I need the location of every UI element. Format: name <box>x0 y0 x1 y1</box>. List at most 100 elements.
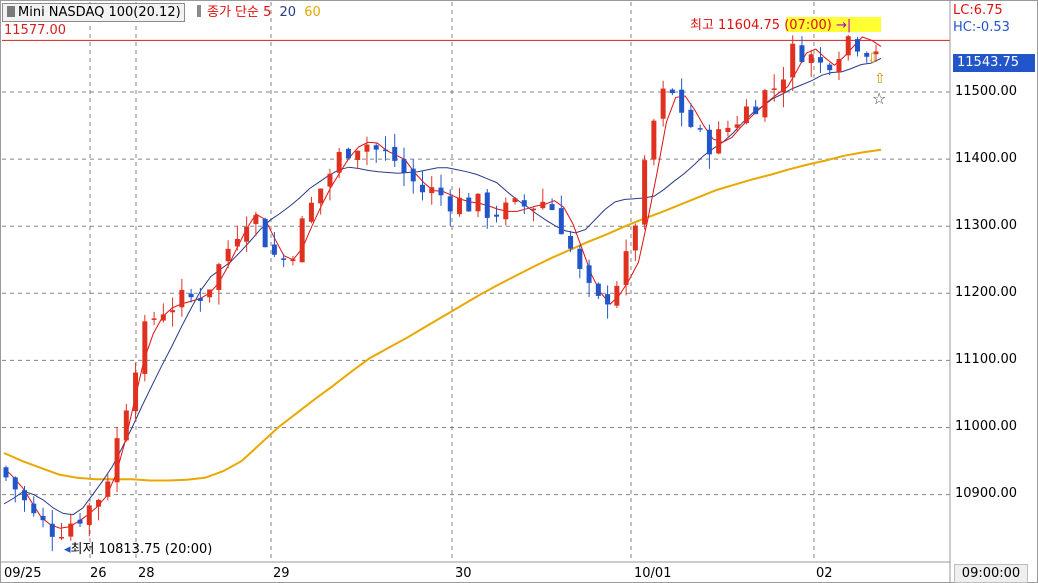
low-text: 최저 10813.75 (20:00) <box>70 542 213 557</box>
candle-up <box>327 173 333 187</box>
high-highlight <box>786 17 881 32</box>
candle-up <box>808 54 814 64</box>
candle-up <box>308 202 314 222</box>
candle-down <box>392 146 398 161</box>
candle-down <box>817 57 823 63</box>
date-tick: 02 <box>816 566 833 581</box>
indicator-legend[interactable]: 종가 단순 5 20 60 <box>197 5 321 20</box>
candle-up <box>179 289 185 308</box>
candle-down <box>345 148 351 159</box>
candle-up <box>114 438 120 483</box>
candle-up <box>123 410 129 441</box>
candle-up <box>512 198 518 203</box>
date-tick: 10/01 <box>634 566 672 581</box>
candle-up <box>540 201 546 209</box>
candle-up <box>762 90 768 118</box>
candle-down <box>466 197 472 212</box>
candle-up <box>743 106 749 124</box>
candle-down <box>12 477 18 490</box>
star-icon: ☆ <box>872 89 887 108</box>
price-tick: 11400.00 <box>955 151 1018 166</box>
candle-down <box>22 490 28 501</box>
high-text: 최고 11604.75 (07:00) <box>690 18 832 33</box>
candle-down <box>605 294 611 305</box>
candle-up <box>299 218 305 263</box>
candle-down <box>577 248 583 269</box>
price-tick: 10900.00 <box>955 486 1018 501</box>
candle-down <box>549 204 555 210</box>
symbol-title[interactable]: Mini NASDAQ 100(20.12) <box>2 3 185 22</box>
candle-up <box>790 43 796 78</box>
candle-up <box>290 259 296 262</box>
candle-up <box>216 264 222 290</box>
legend-handle-icon <box>197 5 201 17</box>
up-arrow-icon: ⇧ <box>874 71 886 87</box>
price-tick: 11300.00 <box>955 218 1018 233</box>
candle-down <box>679 89 685 113</box>
ma20-line <box>3 57 882 516</box>
last-price-badge: 11543.75 <box>953 54 1035 72</box>
candle-down <box>586 265 592 283</box>
lc-label: LC:6.75 <box>953 3 1003 18</box>
price-tick: 11200.00 <box>955 285 1018 300</box>
date-tick: 26 <box>90 566 107 581</box>
candle-down <box>854 39 860 52</box>
candle-up <box>364 144 370 152</box>
candle-down <box>262 218 268 248</box>
candle-down <box>669 89 675 94</box>
date-tick: 09/25 <box>4 566 42 581</box>
candle-up <box>623 251 629 285</box>
candle-up <box>225 248 231 262</box>
candle-up <box>475 193 481 212</box>
candle-up <box>318 188 324 204</box>
candle-up <box>531 208 537 211</box>
ma60-layer <box>3 148 882 482</box>
candle-up <box>151 318 157 320</box>
candle-down <box>438 187 444 196</box>
date-tick: 28 <box>138 566 155 581</box>
candle-down <box>40 515 46 521</box>
candle-up <box>651 120 657 160</box>
candle-up <box>725 127 731 132</box>
candle-down <box>799 45 805 62</box>
candle-up <box>244 226 250 242</box>
candle-up <box>253 215 259 224</box>
high-label: 최고 11604.75 (07:00) →| <box>690 18 851 33</box>
candle-up <box>234 238 240 247</box>
price-tick: 11000.00 <box>955 419 1018 434</box>
candle-up <box>734 124 740 128</box>
candle-down <box>558 208 564 235</box>
candle-down <box>188 293 194 298</box>
price-tick: 11100.00 <box>955 352 1018 367</box>
candle-down <box>197 298 203 301</box>
symbol-handle-icon <box>7 6 15 17</box>
ref-price-label: 11577.00 <box>4 23 67 38</box>
candle-down <box>864 52 870 57</box>
candle-up <box>614 285 620 306</box>
candle-down <box>410 168 416 182</box>
candle-up <box>780 79 786 93</box>
ma20-layer <box>3 57 882 516</box>
candle-down <box>419 184 425 193</box>
date-tick: 29 <box>273 566 290 581</box>
candle-up <box>68 523 74 537</box>
candle-up <box>632 225 638 251</box>
candle-down <box>494 214 500 217</box>
candle-up <box>836 58 842 73</box>
legend-ma5: 종가 단순 5 <box>207 5 272 20</box>
candle-down <box>382 149 388 152</box>
candle-up <box>355 150 361 160</box>
candle-up <box>503 202 509 220</box>
candle-down <box>697 128 703 130</box>
date-tick: 30 <box>455 566 472 581</box>
candle-up <box>170 310 176 313</box>
candle-down <box>568 235 574 249</box>
candle-down <box>521 200 527 207</box>
candle-down <box>401 159 407 173</box>
low-label: ◂최저 10813.75 (20:00) <box>64 542 212 557</box>
legend-ma60: 60 <box>304 5 321 20</box>
candle-up <box>716 129 722 154</box>
candle-up <box>105 481 111 497</box>
